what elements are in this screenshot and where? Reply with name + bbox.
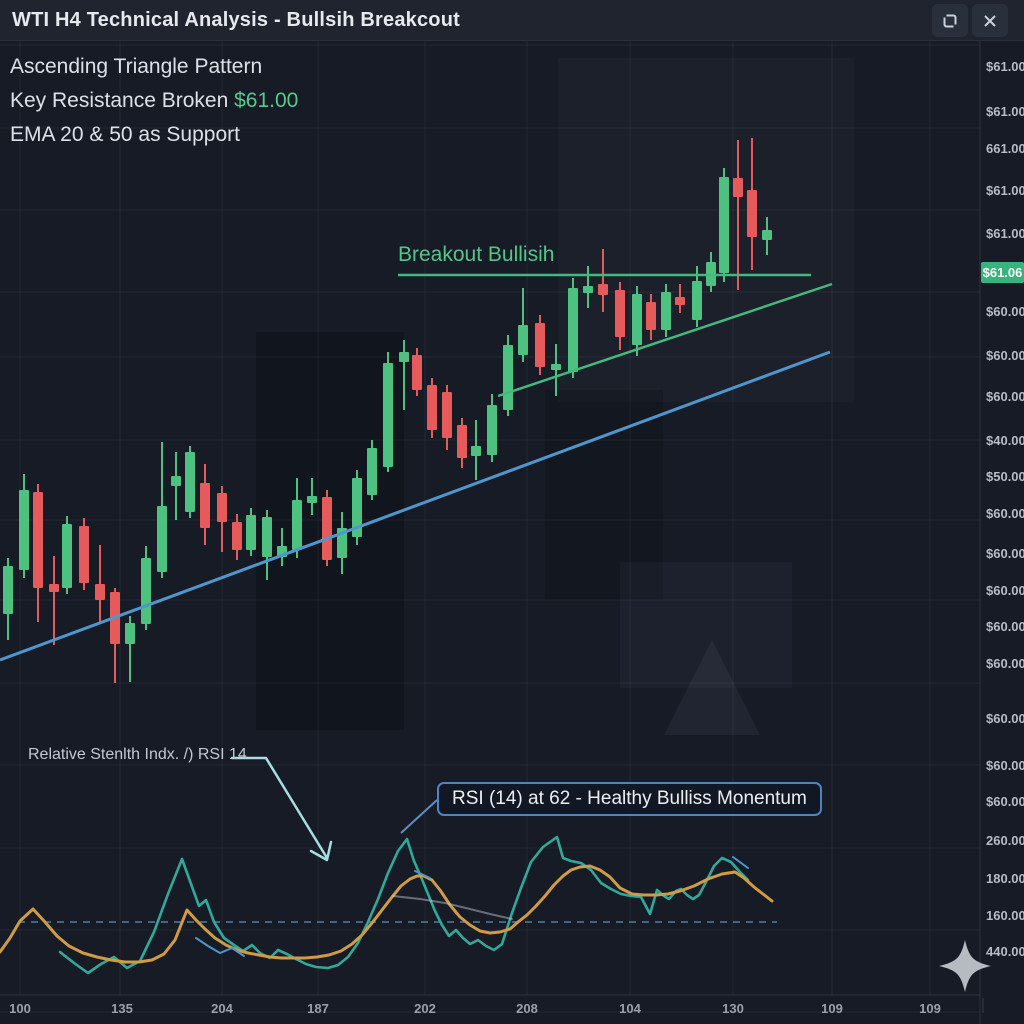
window-title: WTI H4 Technical Analysis - Bullsih Brea… [12, 8, 460, 31]
y-axis-label: $60.00 [986, 619, 1024, 634]
y-axis-label: $60.00 [986, 656, 1024, 671]
maximize-icon [943, 14, 957, 27]
close-button[interactable] [972, 4, 1008, 37]
y-axis-label: $61.00 [986, 59, 1024, 74]
y-axis-label: $60.00 [986, 348, 1024, 363]
y-axis-label: 160.00 [986, 908, 1024, 923]
x-axis-label: 208 [516, 1001, 538, 1016]
y-axis-label: $60.00 [986, 583, 1024, 598]
y-axis-label: $61.00 [986, 183, 1024, 198]
rsi-indicator-label: Relative Stenlth Indx. /) RSI 14 [28, 746, 247, 763]
y-axis-label: $40.00 [986, 433, 1024, 448]
y-axis-label: $60.00 [986, 794, 1024, 809]
y-axis-label: $61.00 [986, 104, 1024, 119]
sparkle-icon [939, 940, 991, 992]
x-axis-label: 109 [919, 1001, 941, 1016]
y-axis-label: 661.00 [986, 141, 1024, 156]
annotation-ema: EMA 20 & 50 as Support [10, 123, 240, 146]
y-axis-label: 260.00 [986, 833, 1024, 848]
last-price-tag: $61.06 [981, 262, 1024, 283]
x-axis-label: 130 [722, 1001, 744, 1016]
y-axis-label: 180.00 [986, 871, 1024, 886]
y-axis-label: $60.00 [986, 304, 1024, 319]
y-axis-label: $60.00 [986, 506, 1024, 521]
x-axis-label: 204 [211, 1001, 233, 1016]
annotation-pattern: Ascending Triangle Pattern [10, 55, 263, 78]
x-axis-label: 100 [9, 1001, 31, 1016]
x-axis-label: 109 [821, 1001, 843, 1016]
annotation-resistance: Key Resistance Broken $61.00 [10, 89, 299, 112]
x-axis-label: 104 [619, 1001, 641, 1016]
x-axis-label: 187 [307, 1001, 329, 1016]
y-axis-label: $61.00 [986, 226, 1024, 241]
y-axis-label: $60.00 [986, 546, 1024, 561]
rsi-callout: RSI (14) at 62 - Healthy Bulliss Monentu… [437, 782, 822, 816]
resistance-price: $61.00 [234, 89, 299, 112]
analysis-annotations: Ascending Triangle Pattern Key Resistanc… [10, 50, 298, 152]
breakout-label: Breakout Bullisih [398, 243, 555, 266]
maximize-button[interactable] [932, 4, 968, 37]
y-axis-label: $60.00 [986, 711, 1024, 726]
y-axis-label: $60.00 [986, 389, 1024, 404]
x-axis-label: 135 [111, 1001, 133, 1016]
y-axis-label: 440.00 [986, 944, 1024, 959]
y-axis-label: $50.00 [986, 469, 1024, 484]
y-axis-label: $60.00 [986, 758, 1024, 773]
x-axis-label: 202 [414, 1001, 436, 1016]
close-icon [984, 14, 996, 27]
title-bar: WTI H4 Technical Analysis - Bullsih Brea… [0, 0, 1024, 41]
